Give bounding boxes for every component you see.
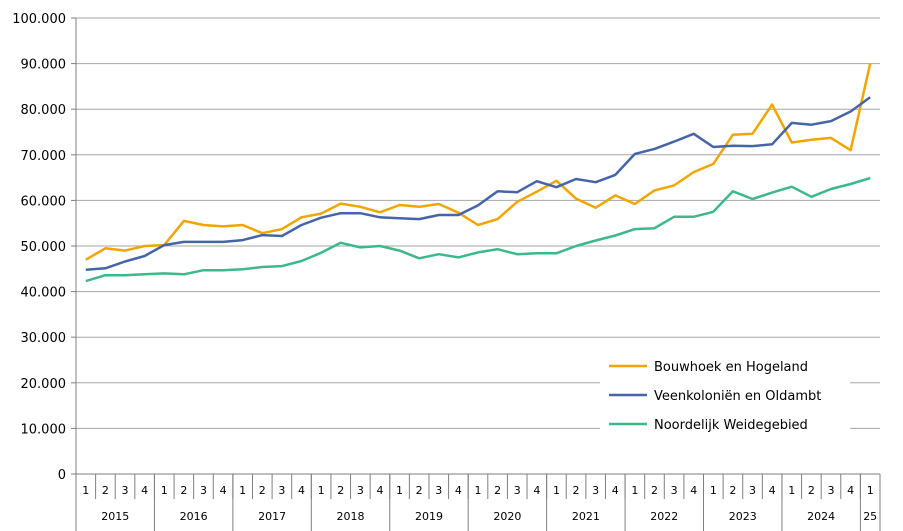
quarter-label: 3 xyxy=(827,484,834,497)
quarter-label: 3 xyxy=(278,484,285,497)
quarter-label: 3 xyxy=(749,484,756,497)
y-axis: 0 10.000 20.000 30.000 40.000 50.000 60.000 70.… xyxy=(12,12,77,483)
quarter-label: 1 xyxy=(318,484,325,497)
year-label: 2022 xyxy=(650,510,678,523)
series-lines xyxy=(85,63,872,283)
y-tick-label: 0 xyxy=(58,468,66,483)
year-label: 2020 xyxy=(493,510,521,523)
y-tick-label: 20.000 xyxy=(21,377,67,392)
quarter-label: 2 xyxy=(808,484,815,497)
quarter-label: 3 xyxy=(592,484,599,497)
quarter-label: 3 xyxy=(200,484,207,497)
legend-label: Bouwhoek en Hogeland xyxy=(654,360,808,375)
series-line xyxy=(85,96,871,271)
y-tick-label: 60.000 xyxy=(21,194,67,209)
quarter-label: 2 xyxy=(729,484,736,497)
y-tick-label: 50.000 xyxy=(21,240,67,255)
legend-label: Veenkoloniën en Oldambt xyxy=(654,389,821,404)
quarter-label: 1 xyxy=(710,484,717,497)
legend: Bouwhoek en Hogeland Veenkoloniën en Olda… xyxy=(600,350,850,434)
quarter-label: 4 xyxy=(847,484,854,497)
quarter-label: 1 xyxy=(475,484,482,497)
quarter-label: 2 xyxy=(180,484,187,497)
quarter-label: 4 xyxy=(690,484,697,497)
y-tick-label: 90.000 xyxy=(21,58,67,73)
y-tick-label: 10.000 xyxy=(21,422,67,437)
quarter-label: 4 xyxy=(298,484,305,497)
quarter-label: 4 xyxy=(612,484,619,497)
year-label: 25 xyxy=(863,510,877,523)
quarter-label: 4 xyxy=(455,484,462,497)
quarter-label: 4 xyxy=(533,484,540,497)
quarter-label: 1 xyxy=(161,484,168,497)
quarter-label: 2 xyxy=(102,484,109,497)
quarter-label: 4 xyxy=(141,484,148,497)
year-label: 2016 xyxy=(180,510,208,523)
quarter-label: 3 xyxy=(357,484,364,497)
quarter-label: 3 xyxy=(514,484,521,497)
y-tick-label: 40.000 xyxy=(21,286,67,301)
quarter-label: 2 xyxy=(573,484,580,497)
year-label: 2019 xyxy=(415,510,443,523)
y-tick-label: 30.000 xyxy=(21,331,67,346)
series-line xyxy=(85,63,872,261)
y-tick-label: 80.000 xyxy=(21,103,67,118)
gridlines xyxy=(76,17,880,475)
y-tick-label: 100.000 xyxy=(12,12,66,27)
quarter-label: 1 xyxy=(239,484,246,497)
quarter-label: 1 xyxy=(867,484,874,497)
y-tick-label: 70.000 xyxy=(21,149,67,164)
quarter-label: 2 xyxy=(416,484,423,497)
quarter-label: 2 xyxy=(337,484,344,497)
quarter-label: 1 xyxy=(631,484,638,497)
year-label: 2021 xyxy=(572,510,600,523)
legend-box xyxy=(600,350,850,434)
series-line xyxy=(85,176,871,283)
quarter-label: 4 xyxy=(376,484,383,497)
quarter-label: 2 xyxy=(494,484,501,497)
quarter-label: 4 xyxy=(220,484,227,497)
quarter-label: 4 xyxy=(769,484,776,497)
year-label: 2015 xyxy=(101,510,129,523)
quarter-label: 2 xyxy=(651,484,658,497)
quarter-label: 1 xyxy=(553,484,560,497)
quarter-label: 1 xyxy=(396,484,403,497)
quarter-label: 1 xyxy=(788,484,795,497)
year-label: 2024 xyxy=(807,510,835,523)
year-label: 2023 xyxy=(729,510,757,523)
quarter-label: 3 xyxy=(671,484,678,497)
legend-label: Noordelijk Weidegebied xyxy=(654,418,808,433)
year-label: 2018 xyxy=(337,510,365,523)
year-label: 2017 xyxy=(258,510,286,523)
quarter-label: 3 xyxy=(435,484,442,497)
quarter-label: 1 xyxy=(82,484,89,497)
quarter-label: 2 xyxy=(259,484,266,497)
quarter-label: 3 xyxy=(122,484,129,497)
